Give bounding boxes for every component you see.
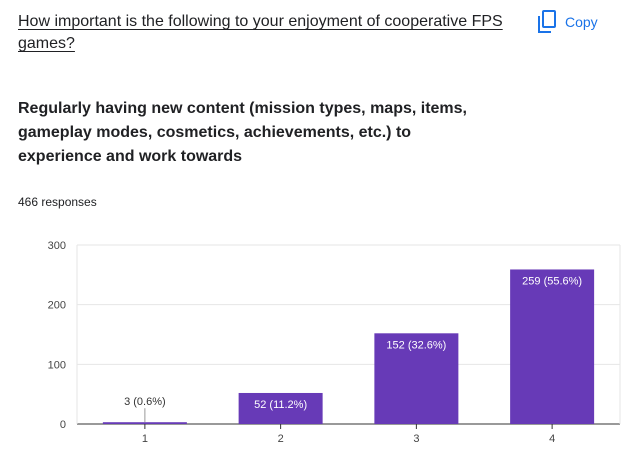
chart-bars: [102, 269, 595, 424]
bar-3: [374, 333, 459, 424]
bar-4: [510, 269, 595, 424]
sub-question-text: Regularly having new content (mission ty…: [18, 100, 467, 165]
data-label-2: 52 (11.2%): [254, 399, 307, 411]
question-title-link[interactable]: How important is the following to your e…: [18, 13, 503, 52]
bar-2: [238, 392, 323, 424]
x-tick-label: 4: [549, 433, 555, 445]
y-axis-ticks: 0 100 200 300: [48, 240, 66, 431]
y-tick-label: 300: [48, 240, 66, 252]
copy-button[interactable]: Copy: [537, 9, 598, 35]
data-label-3: 152 (32.6%): [386, 339, 446, 351]
y-tick-label: 100: [48, 359, 66, 371]
copy-label: Copy: [565, 14, 598, 30]
x-tick-label: 3: [413, 433, 419, 445]
x-tick-label: 1: [142, 433, 148, 445]
y-tick-label: 0: [60, 419, 66, 431]
data-labels: 3 (0.6%) 52 (11.2%) 152 (32.6%) 259 (55.6%): [124, 275, 582, 423]
copy-icon: [537, 10, 557, 34]
x-tick-label: 2: [278, 433, 284, 445]
y-tick-label: 200: [48, 300, 66, 312]
bar-1: [102, 422, 187, 424]
response-count: 466 responses: [18, 195, 97, 209]
data-label-1: 3 (0.6%): [124, 396, 166, 408]
data-label-4: 259 (55.6%): [522, 275, 582, 287]
x-axis-ticks: 1 2 3 4: [142, 424, 555, 445]
